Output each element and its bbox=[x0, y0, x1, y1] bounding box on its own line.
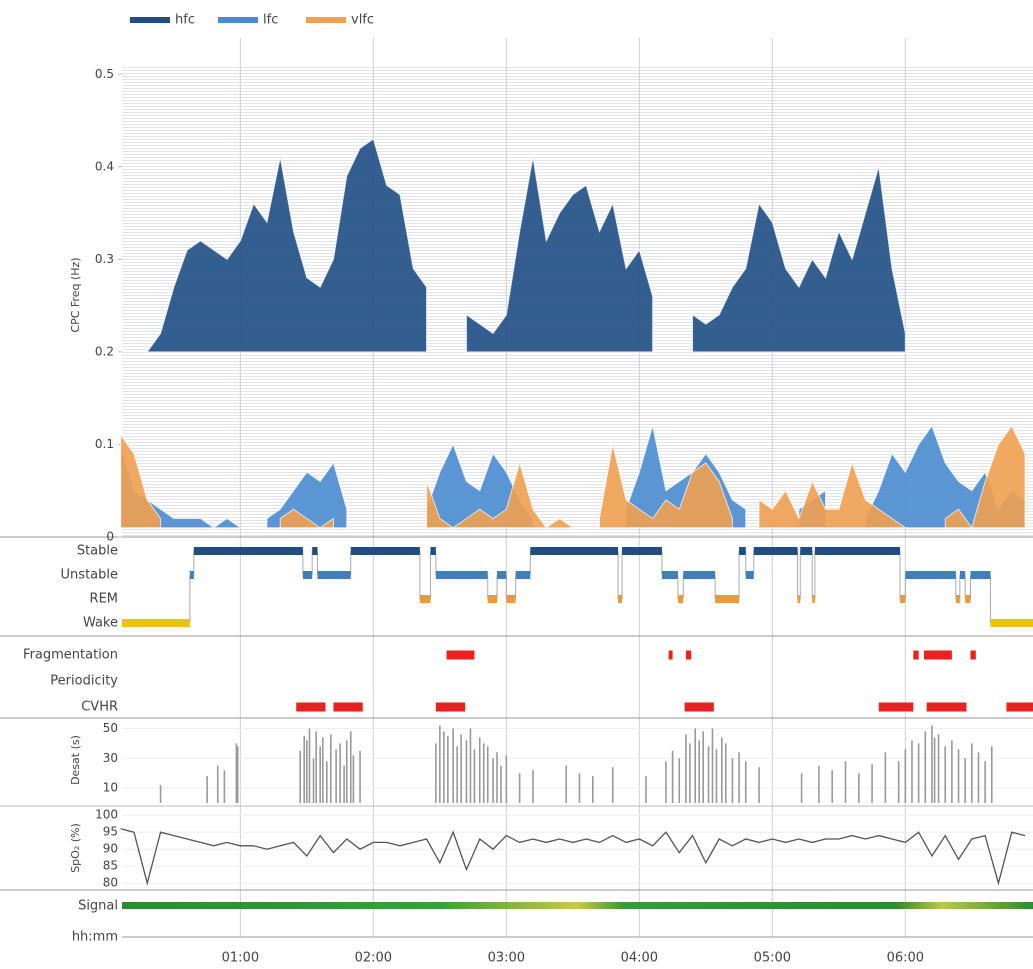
y-tick-label: 95 bbox=[103, 825, 118, 839]
y-tick-label: 0 bbox=[106, 530, 114, 544]
legend-label: vlfc bbox=[351, 13, 374, 28]
event-bar bbox=[668, 650, 673, 660]
event-label: Fragmentation bbox=[23, 648, 118, 663]
y-tick-label: 0.2 bbox=[95, 344, 114, 358]
spo2-line bbox=[120, 828, 1026, 886]
stage-label: Stable bbox=[77, 544, 118, 559]
signal-label: Signal bbox=[78, 899, 118, 914]
stage-label: REM bbox=[90, 592, 118, 607]
x-tick-label: 02:00 bbox=[355, 951, 392, 966]
x-tick-label: 06:00 bbox=[887, 951, 924, 966]
x-tick-label: 04:00 bbox=[621, 951, 658, 966]
event-bar bbox=[926, 702, 967, 712]
legend-label: lfc bbox=[263, 13, 278, 28]
y-tick-label: 0.3 bbox=[95, 252, 114, 266]
legend-swatch bbox=[130, 17, 170, 23]
legend-swatch bbox=[306, 17, 346, 23]
area bbox=[120, 424, 1026, 529]
event-bar bbox=[878, 702, 914, 712]
y-tick-label: 80 bbox=[103, 876, 118, 890]
y-tick-label: 0.5 bbox=[95, 67, 114, 81]
x-axis-title: hh:mm bbox=[72, 930, 118, 945]
event-label: CVHR bbox=[81, 700, 118, 715]
y-axis-title: SpO₂ (%) bbox=[69, 823, 82, 873]
y-tick-label: 90 bbox=[103, 842, 118, 856]
legend-label: hfc bbox=[175, 13, 195, 28]
y-tick-label: 0.4 bbox=[95, 159, 114, 173]
y-tick-label: 30 bbox=[103, 751, 118, 765]
legend-swatch bbox=[218, 17, 258, 23]
y-tick-label: 0.1 bbox=[95, 437, 114, 451]
event-bar bbox=[435, 702, 466, 712]
event-bar bbox=[296, 702, 326, 712]
y-tick-label: 100 bbox=[95, 808, 118, 822]
event-bar bbox=[1006, 702, 1033, 712]
event-bar bbox=[446, 650, 475, 660]
y-axis-title: Desat (s) bbox=[69, 735, 82, 785]
event-bar bbox=[970, 650, 976, 660]
area bbox=[146, 138, 906, 353]
event-bar bbox=[685, 650, 692, 660]
x-tick-label: 03:00 bbox=[488, 951, 525, 966]
signal-band bbox=[122, 902, 1033, 909]
stage-label: Unstable bbox=[61, 568, 118, 583]
event-bar bbox=[923, 650, 952, 660]
y-tick-label: 50 bbox=[103, 721, 118, 735]
event-bar bbox=[333, 702, 363, 712]
event-bar bbox=[684, 702, 714, 712]
y-tick-label: 85 bbox=[103, 859, 118, 873]
stage-label: Wake bbox=[83, 616, 118, 631]
x-tick-label: 05:00 bbox=[754, 951, 791, 966]
x-tick-label: 01:00 bbox=[222, 951, 259, 966]
y-axis-title: CPC Freq (Hz) bbox=[69, 257, 82, 332]
event-label: Periodicity bbox=[50, 674, 118, 689]
event-bar bbox=[913, 650, 919, 660]
y-tick-label: 10 bbox=[103, 781, 118, 795]
